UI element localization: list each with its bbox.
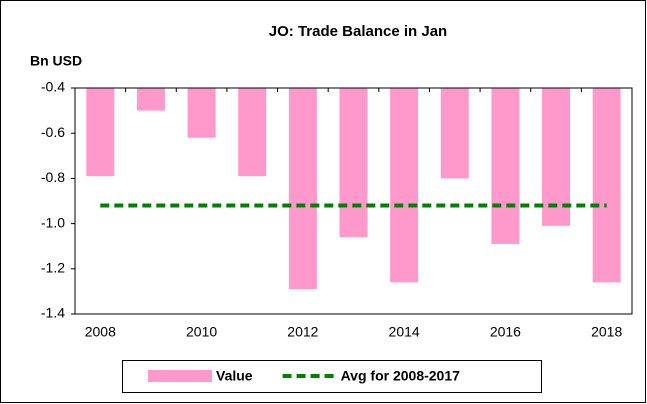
x-tick-label: 2010 bbox=[186, 324, 217, 340]
legend-swatch bbox=[148, 370, 212, 382]
y-tick-label: -1.2 bbox=[41, 260, 65, 276]
x-tick-label: 2008 bbox=[85, 324, 116, 340]
bar bbox=[440, 88, 469, 179]
bar bbox=[288, 88, 317, 290]
y-axis-label: Bn USD bbox=[30, 53, 82, 69]
bar bbox=[592, 88, 621, 283]
bar bbox=[86, 88, 115, 177]
y-tick-label: -0.8 bbox=[41, 169, 65, 185]
y-tick-label: -1.0 bbox=[41, 214, 65, 230]
x-tick-label: 2012 bbox=[287, 324, 318, 340]
legend-label: Value bbox=[216, 368, 253, 384]
bar bbox=[491, 88, 520, 244]
bar bbox=[339, 88, 368, 238]
bar bbox=[136, 88, 165, 111]
y-tick-label: -0.4 bbox=[41, 79, 65, 95]
bar bbox=[390, 88, 419, 283]
y-tick-label: -1.4 bbox=[41, 305, 65, 321]
plot-frame bbox=[74, 87, 633, 315]
x-tick-label: 2018 bbox=[591, 324, 622, 340]
bar bbox=[542, 88, 571, 226]
y-tick-label: -0.6 bbox=[41, 124, 65, 140]
legend-label: Avg for 2008-2017 bbox=[341, 368, 461, 384]
x-tick-label: 2014 bbox=[389, 324, 420, 340]
bar bbox=[238, 88, 267, 177]
bar bbox=[187, 88, 216, 138]
x-tick-label: 2016 bbox=[490, 324, 521, 340]
chart-title: JO: Trade Balance in Jan bbox=[269, 23, 447, 40]
